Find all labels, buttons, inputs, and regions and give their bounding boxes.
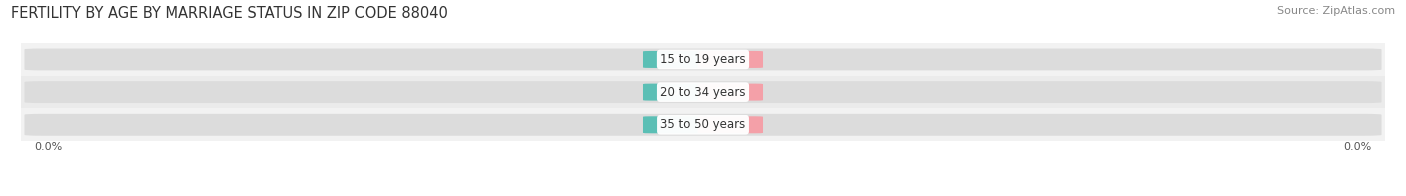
Bar bbox=[21, 43, 1385, 76]
Text: 0.0%: 0.0% bbox=[716, 87, 745, 97]
FancyBboxPatch shape bbox=[24, 49, 1382, 70]
Bar bbox=[21, 108, 1385, 141]
Text: FERTILITY BY AGE BY MARRIAGE STATUS IN ZIP CODE 88040: FERTILITY BY AGE BY MARRIAGE STATUS IN Z… bbox=[11, 6, 449, 21]
Text: 15 to 19 years: 15 to 19 years bbox=[661, 53, 745, 66]
FancyBboxPatch shape bbox=[643, 84, 709, 101]
Bar bbox=[21, 76, 1385, 108]
Text: 0.0%: 0.0% bbox=[1343, 142, 1371, 152]
Text: 0.0%: 0.0% bbox=[661, 87, 690, 97]
Text: 0.0%: 0.0% bbox=[661, 120, 690, 130]
FancyBboxPatch shape bbox=[643, 116, 709, 133]
FancyBboxPatch shape bbox=[24, 114, 1382, 136]
FancyBboxPatch shape bbox=[697, 116, 763, 133]
FancyBboxPatch shape bbox=[697, 51, 763, 68]
FancyBboxPatch shape bbox=[24, 81, 1382, 103]
FancyBboxPatch shape bbox=[697, 84, 763, 101]
Text: 35 to 50 years: 35 to 50 years bbox=[661, 118, 745, 131]
Text: 0.0%: 0.0% bbox=[716, 120, 745, 130]
Text: Source: ZipAtlas.com: Source: ZipAtlas.com bbox=[1277, 6, 1395, 16]
Text: 0.0%: 0.0% bbox=[716, 54, 745, 64]
Text: 0.0%: 0.0% bbox=[35, 142, 63, 152]
FancyBboxPatch shape bbox=[643, 51, 709, 68]
Text: 0.0%: 0.0% bbox=[661, 54, 690, 64]
Text: 20 to 34 years: 20 to 34 years bbox=[661, 86, 745, 99]
